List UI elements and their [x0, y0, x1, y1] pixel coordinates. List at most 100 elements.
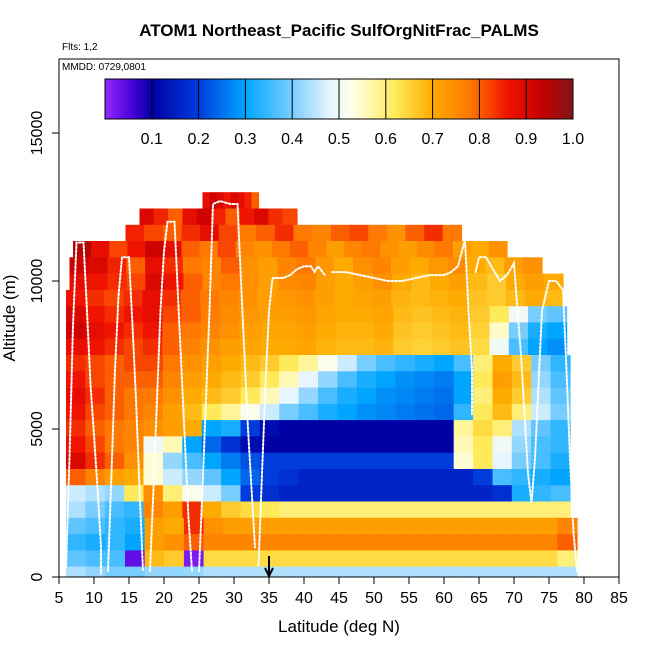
- heatmap-cell: [316, 322, 337, 340]
- heatmap-cell: [439, 566, 460, 578]
- heatmap-cell: [237, 224, 257, 242]
- heatmap-cell: [395, 436, 416, 454]
- heatmap-cell: [434, 241, 454, 258]
- colorbar-swatch: [557, 79, 562, 119]
- flight-track: [474, 256, 578, 573]
- heatmap-cell: [537, 566, 558, 578]
- heatmap-cell: [543, 289, 564, 307]
- heatmap-cell: [221, 501, 242, 519]
- heatmap-cell: [239, 257, 260, 274]
- heatmap-cell: [492, 387, 513, 405]
- heatmap-cell: [282, 208, 298, 226]
- colorbar-swatch: [167, 79, 172, 119]
- heatmap-cell: [104, 338, 125, 356]
- heatmap-cell: [354, 338, 375, 356]
- heatmap-cell: [277, 322, 298, 340]
- heatmap-cell: [279, 485, 300, 502]
- colorbar-swatch: [534, 79, 539, 119]
- heatmap-cell: [349, 224, 369, 242]
- heatmap-cell: [221, 469, 242, 486]
- heatmap-cell: [412, 322, 433, 340]
- heatmap-cell: [259, 485, 280, 502]
- heatmap-cell: [220, 338, 240, 356]
- heatmap-cell: [277, 338, 298, 356]
- colorbar-swatch: [526, 79, 531, 119]
- colorbar-swatch: [112, 79, 118, 119]
- heatmap-cell: [240, 485, 261, 502]
- heatmap-cell: [153, 208, 169, 226]
- colorbar-swatch: [362, 79, 367, 119]
- heatmap-cell: [380, 241, 400, 258]
- heatmap-cell: [240, 273, 260, 291]
- heatmap-cell: [202, 273, 222, 291]
- heatmap-cell: [298, 452, 319, 470]
- heatmap-cell: [66, 501, 86, 519]
- colorbar-swatch: [417, 79, 422, 119]
- heatmap-cell: [218, 289, 239, 307]
- heatmap-cell: [297, 306, 317, 323]
- colorbar-swatch: [268, 79, 274, 119]
- colorbar-tick-label: 0.5: [328, 131, 350, 148]
- heatmap-cell: [518, 534, 539, 551]
- colorbar-swatch: [413, 79, 418, 119]
- heatmap-cell: [431, 306, 452, 323]
- colorbar-swatch: [522, 79, 527, 119]
- heatmap-cell: [391, 289, 411, 307]
- heatmap-cell: [318, 387, 338, 405]
- heatmap-cell: [380, 534, 401, 551]
- heatmap-cell: [492, 355, 513, 372]
- heatmap-cell: [473, 436, 494, 454]
- heatmap-cell: [492, 485, 513, 502]
- heatmap-cell: [335, 322, 356, 340]
- heatmap-cell: [182, 371, 203, 388]
- x-tick-label: 25: [190, 590, 208, 607]
- heatmap-cell: [244, 192, 253, 209]
- x-tick-label: 40: [295, 590, 313, 607]
- heatmap-cell: [531, 469, 552, 486]
- y-tick-label: 0: [29, 572, 46, 581]
- colorbar-swatch: [561, 79, 566, 119]
- heatmap-cell: [473, 403, 494, 421]
- heatmap-cell: [434, 436, 455, 454]
- heatmap-cell: [393, 306, 414, 323]
- colorbar-swatch: [319, 79, 324, 119]
- flight-track: [198, 200, 256, 573]
- heatmap-cell: [298, 485, 319, 502]
- heatmap-cell: [66, 517, 87, 535]
- heatmap-cell: [240, 371, 261, 388]
- heatmap-cell: [162, 420, 183, 437]
- x-tick-label: 35: [260, 590, 278, 607]
- heatmap-cell: [85, 534, 106, 551]
- heatmap-cell: [528, 306, 548, 323]
- heatmap-cell: [414, 371, 435, 388]
- heatmap-cell: [368, 224, 388, 242]
- heatmap-cell: [201, 469, 222, 486]
- heatmap-cell: [276, 289, 296, 307]
- heatmap-cell: [240, 355, 261, 372]
- heatmap-cell: [182, 501, 203, 519]
- heatmap-cell: [453, 387, 474, 405]
- colorbar-swatch: [144, 79, 149, 119]
- colorbar-swatch: [327, 79, 332, 119]
- heatmap-cell: [279, 420, 300, 437]
- heatmap-cell: [341, 517, 362, 535]
- heatmap-cell: [181, 306, 202, 323]
- heatmap-cell: [279, 387, 300, 405]
- colorbar-swatch: [440, 79, 445, 119]
- x-tick-label: 45: [330, 590, 348, 607]
- heatmap-cell: [221, 273, 241, 291]
- colorbar-swatch: [194, 79, 200, 119]
- colorbar-swatch: [264, 79, 270, 119]
- heatmap-cell: [105, 517, 126, 535]
- chart-title: ATOM1 Northeast_Pacific SulfOrgNitFrac_P…: [139, 21, 539, 40]
- heatmap-cell: [85, 501, 106, 519]
- heatmap-cell: [259, 403, 280, 421]
- heatmap-cell: [523, 257, 543, 274]
- heatmap-cell: [318, 355, 338, 372]
- heatmap-cell: [473, 387, 494, 405]
- x-tick-label: 75: [540, 590, 558, 607]
- colorbar-swatch: [397, 79, 402, 119]
- heatmap-cell: [374, 306, 394, 323]
- colorbar-swatch: [190, 79, 196, 119]
